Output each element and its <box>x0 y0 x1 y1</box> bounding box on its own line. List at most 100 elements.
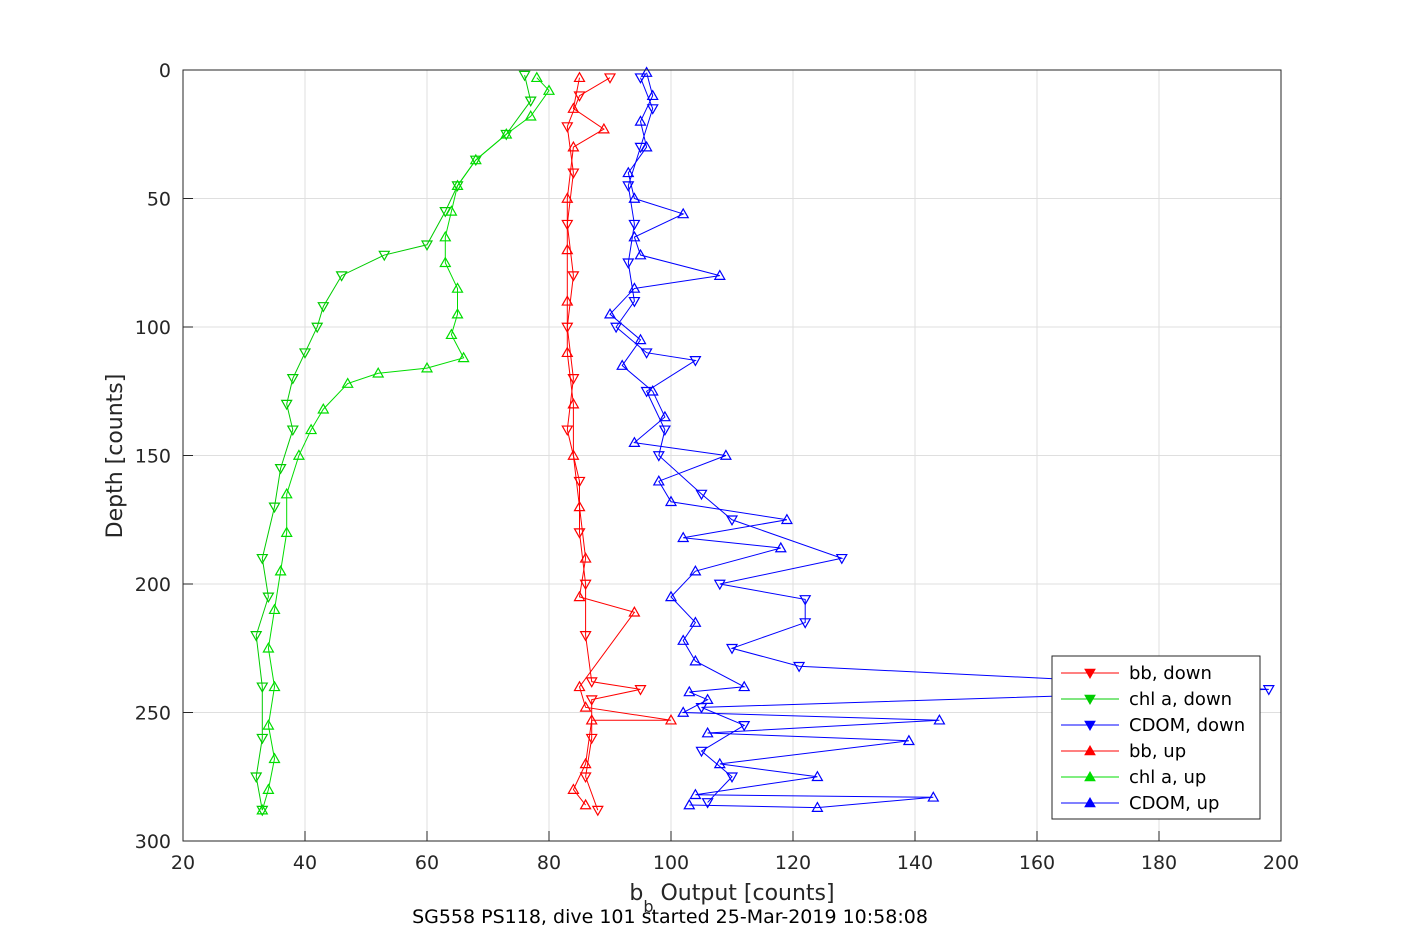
data-point <box>902 734 915 746</box>
data-point <box>628 219 641 231</box>
data-point <box>500 129 513 141</box>
data-point <box>640 348 653 359</box>
legend-label: chl a, down <box>1129 689 1232 710</box>
data-point <box>713 579 726 591</box>
data-point <box>274 464 287 475</box>
data-point <box>420 361 434 373</box>
data-point <box>689 564 702 576</box>
series-2 <box>610 73 1275 809</box>
data-point <box>280 487 293 499</box>
data-point <box>646 89 659 101</box>
y-tick-label-3: 150 <box>135 446 171 468</box>
legend-marker <box>1084 770 1096 782</box>
data-point <box>469 153 482 165</box>
data-point <box>799 618 812 629</box>
x-tick-label-9: 200 <box>1263 852 1299 874</box>
data-point <box>542 84 556 95</box>
data-point <box>573 71 586 83</box>
data-point <box>567 783 580 794</box>
data-point <box>268 680 281 692</box>
data-point <box>725 515 739 526</box>
data-point <box>561 122 574 133</box>
y-tick-label-0: 0 <box>159 60 171 82</box>
series-line-0 <box>566 77 641 811</box>
data-point <box>634 73 647 84</box>
data-point <box>256 733 269 745</box>
data-point <box>518 70 531 82</box>
legend-marker <box>1084 720 1096 732</box>
data-point <box>677 634 690 645</box>
data-point <box>689 616 702 627</box>
legend-marker <box>1084 744 1096 756</box>
data-point <box>250 772 263 783</box>
data-point <box>561 243 574 255</box>
data-point <box>561 295 574 306</box>
data-point <box>372 367 385 378</box>
series-line-4 <box>261 77 550 811</box>
data-point <box>585 695 598 706</box>
data-point <box>634 248 647 260</box>
data-point <box>262 783 275 794</box>
data-point <box>628 436 641 447</box>
data-point <box>701 726 714 738</box>
data-point <box>500 128 513 139</box>
data-point <box>567 140 580 152</box>
data-point <box>378 250 391 262</box>
data-point <box>579 631 592 642</box>
data-point <box>567 397 580 409</box>
data-point <box>603 307 617 319</box>
legend-marker <box>1084 694 1096 706</box>
data-point <box>719 449 732 460</box>
data-point <box>579 757 592 769</box>
data-point <box>561 346 574 358</box>
series-line-5 <box>609 72 940 809</box>
data-point <box>725 772 739 783</box>
data-point <box>317 302 330 313</box>
x-tick-label-3: 80 <box>537 852 561 874</box>
data-point <box>579 552 592 563</box>
data-point <box>695 746 708 758</box>
series-5 <box>603 66 946 812</box>
data-point <box>658 410 671 422</box>
data-point <box>439 230 452 242</box>
data-point <box>268 502 281 514</box>
legend-label: bb, down <box>1129 663 1212 684</box>
y-tick-label-2: 100 <box>135 317 171 339</box>
series-layer <box>250 66 1275 817</box>
data-point <box>738 680 751 692</box>
data-point <box>695 703 708 714</box>
data-point <box>738 721 751 732</box>
data-point <box>280 526 293 537</box>
data-point <box>622 181 635 192</box>
data-point <box>262 642 275 653</box>
data-point <box>646 104 659 115</box>
data-point <box>689 654 702 666</box>
legend-label: CDOM, up <box>1129 793 1219 814</box>
x-tick-label-1: 40 <box>293 852 317 874</box>
data-point <box>628 282 641 293</box>
data-point <box>311 322 324 334</box>
data-point <box>567 168 580 180</box>
data-point <box>610 322 623 334</box>
data-point <box>591 805 604 817</box>
legend-entry-4: chl a, up <box>1061 767 1206 788</box>
data-point <box>652 451 665 462</box>
data-point <box>677 706 690 717</box>
y-axis-label: Depth [counts] <box>103 374 128 539</box>
data-point <box>250 631 263 642</box>
data-point <box>262 592 275 604</box>
data-point <box>927 791 940 802</box>
data-point <box>573 680 586 692</box>
data-point <box>524 96 537 108</box>
data-point <box>469 155 482 167</box>
data-point <box>677 207 690 219</box>
data-point <box>811 770 824 782</box>
data-point <box>573 91 586 102</box>
data-point <box>268 603 281 615</box>
data-point <box>451 307 464 319</box>
data-point <box>585 677 598 688</box>
legend-entry-5: CDOM, up <box>1061 793 1219 814</box>
data-point <box>579 579 592 591</box>
data-point <box>420 240 434 251</box>
data-point <box>701 693 714 704</box>
